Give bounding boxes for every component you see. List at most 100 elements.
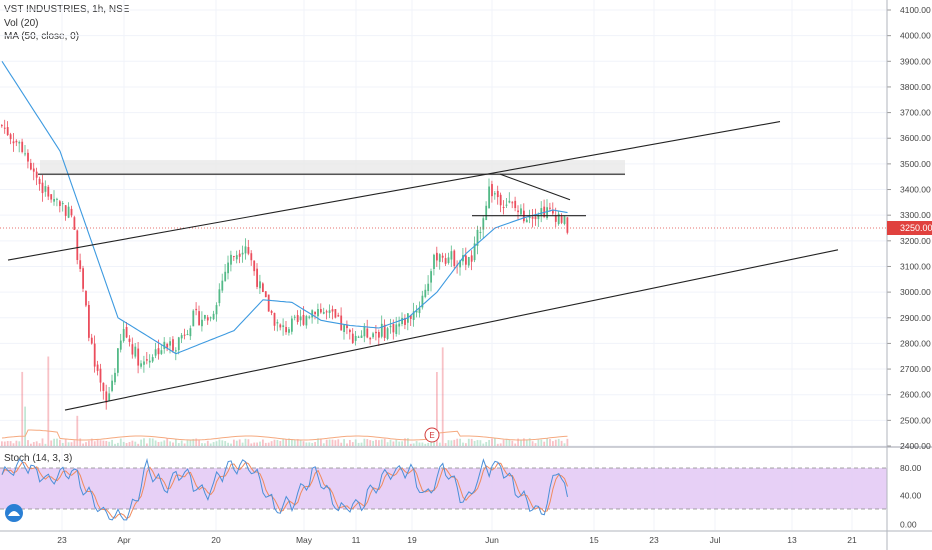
volume-bar — [206, 440, 209, 446]
last-price-badge — [887, 221, 932, 235]
candle-body — [85, 290, 87, 306]
volume-bar — [267, 442, 270, 446]
volume-bar — [534, 443, 537, 446]
volume-bar — [302, 441, 305, 446]
volume-legend: Vol (20) — [4, 18, 38, 29]
candle-body — [317, 309, 319, 317]
volume-bar — [511, 440, 514, 446]
candle-body — [433, 254, 435, 269]
volume-bar — [328, 439, 331, 446]
volume-bar — [1, 441, 3, 446]
candle-body — [467, 257, 470, 266]
date-tick-label: May — [296, 535, 313, 545]
volume-bar — [44, 443, 47, 446]
volume-bar — [525, 439, 528, 446]
candle-body — [105, 391, 108, 403]
candle-body — [505, 204, 508, 206]
candle-body — [250, 253, 253, 261]
volume-bar — [334, 440, 337, 446]
volume-bar — [554, 439, 557, 446]
earnings-marker: E — [424, 427, 440, 443]
volume-bar — [85, 442, 87, 446]
volume-bar — [346, 443, 348, 446]
volume-bar — [430, 441, 432, 446]
volume-bar — [163, 440, 166, 446]
candle-body — [450, 251, 453, 260]
ma-label: MA (50, close, 0) — [4, 31, 80, 42]
volume-bar — [412, 443, 415, 446]
candle-body — [351, 333, 354, 343]
candle-body — [180, 335, 183, 339]
stoch-label: Stoch (14, 3, 3) — [4, 453, 73, 464]
candle-body — [334, 309, 337, 318]
volume-bar — [230, 443, 232, 446]
candle-body — [21, 141, 24, 152]
candle-body — [508, 200, 511, 203]
candle-body — [111, 380, 113, 391]
volume-bar — [473, 440, 476, 446]
date-tick-label: 15 — [589, 535, 599, 545]
volume-bar — [247, 439, 250, 446]
candle-body — [233, 255, 235, 257]
candle-body — [140, 363, 142, 367]
candle-body — [47, 186, 50, 197]
volume-bar — [378, 440, 380, 446]
volume-bar — [552, 441, 554, 446]
candle-body — [305, 316, 308, 326]
candle-body — [253, 260, 256, 272]
candle-body — [418, 308, 421, 314]
stoch-k-line — [1, 457, 568, 521]
volume-bar — [459, 438, 461, 446]
volume-bar — [24, 406, 26, 446]
candle-body — [160, 350, 163, 354]
volume-bar — [476, 440, 479, 446]
candle-body — [53, 198, 55, 202]
volume-bar — [30, 443, 32, 446]
candle-body — [438, 254, 441, 262]
volume-bar — [82, 443, 84, 446]
price-tick-label: 2700.00 — [900, 364, 931, 374]
candle-body — [517, 210, 519, 213]
volume-bar — [64, 439, 67, 446]
logo-cloud — [8, 511, 20, 516]
date-tick-label: 11 — [352, 535, 361, 545]
volume-bar — [311, 442, 314, 446]
candle-body — [44, 186, 47, 192]
volume-bar — [285, 439, 287, 446]
volume-bar — [137, 443, 140, 446]
candle-body — [247, 247, 250, 254]
candle-body — [230, 254, 232, 265]
candle-body — [412, 311, 415, 320]
volume-bar — [148, 438, 151, 446]
volume-bar — [79, 438, 82, 446]
candle-body — [340, 315, 343, 331]
volume-bar — [421, 442, 424, 446]
candle-body — [264, 291, 267, 298]
trendlines[interactable] — [7, 121, 839, 411]
volume-bar — [93, 441, 96, 446]
volume-bar — [53, 438, 55, 446]
candle-body — [401, 317, 403, 325]
candle-body — [82, 268, 84, 289]
candle-body — [409, 315, 412, 319]
volume-bar — [508, 439, 511, 446]
candlesticks — [1, 119, 569, 410]
candle-body — [32, 168, 35, 172]
volume-bar — [105, 440, 108, 446]
candle-body — [128, 338, 131, 342]
volume-bar — [546, 438, 548, 446]
candle-body — [494, 193, 496, 195]
volume-bar — [372, 440, 374, 446]
volume-bar — [415, 441, 418, 446]
candle-body — [146, 359, 148, 361]
volume-bar — [531, 441, 534, 446]
volume-bar — [496, 443, 499, 446]
price-tick-label: 2500.00 — [900, 415, 931, 425]
candle-body — [444, 258, 447, 264]
volume-bar — [238, 439, 241, 446]
volume-bar — [18, 441, 21, 446]
volume-bar — [186, 440, 189, 446]
volume-bar — [479, 440, 482, 446]
candle-body — [177, 337, 180, 351]
